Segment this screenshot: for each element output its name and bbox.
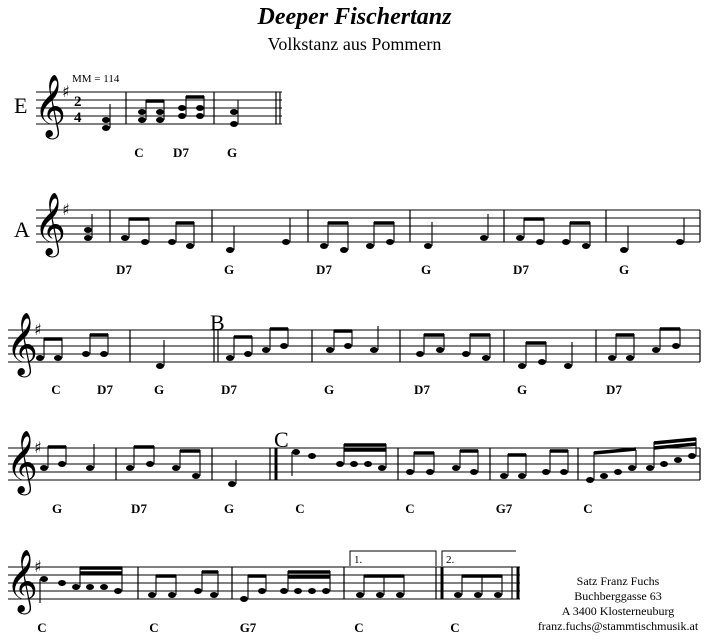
time-signature-bottom: 4 — [74, 110, 82, 126]
chord-symbol: D7 — [414, 382, 430, 397]
second-ending-label: 2. — [446, 554, 455, 566]
chord-symbol: G — [223, 501, 235, 516]
chord-symbol: C — [51, 382, 61, 397]
chord-symbol: G — [516, 382, 528, 397]
chord-symbol: G — [226, 145, 238, 160]
tempo-marking: MM = 114 — [72, 73, 120, 85]
staff-line-3 — [8, 329, 700, 363]
time-signature-top: 2 — [74, 94, 82, 110]
chord-symbol: G — [153, 382, 165, 397]
chord-symbol: G — [323, 382, 335, 397]
sharp-icon: ♯ — [34, 320, 42, 339]
chord-symbol: C — [450, 620, 460, 635]
credits-street: Buchberggasse 63 — [574, 589, 662, 603]
credits-city: A 3400 Klosterneuburg — [561, 604, 675, 618]
sharp-icon: ♯ — [34, 438, 42, 457]
chord-symbol: D7 — [116, 262, 132, 277]
staff-line-1 — [36, 91, 282, 125]
chord-symbol: C — [405, 501, 415, 516]
credits-email: franz.fuchs@stammtischmusik.at — [537, 619, 699, 633]
first-ending-label: 1. — [354, 554, 363, 566]
chord-symbol: D7 — [606, 382, 622, 397]
credits-arranger: Satz Franz Fuchs — [576, 574, 660, 588]
chord-symbol: D7 — [97, 382, 113, 397]
chord-symbol: C — [583, 501, 593, 516]
chord-symbol: G7 — [239, 620, 257, 635]
notes-line-5 — [39, 566, 503, 603]
chord-symbol: C — [37, 620, 47, 635]
treble-clef-icon: 𝄞 — [6, 430, 38, 496]
page-title: Deeper Fischertanz — [257, 4, 452, 30]
section-label-c: C — [274, 427, 289, 452]
staff-line-2 — [36, 209, 700, 243]
chord-symbol: D7 — [221, 382, 237, 397]
chord-symbol: G — [420, 262, 432, 277]
treble-clef-icon: 𝄞 — [34, 192, 66, 258]
sharp-icon: ♯ — [34, 557, 42, 576]
section-label-b: B — [210, 310, 225, 335]
section-label-a: A — [14, 217, 30, 242]
chord-symbol: C — [295, 501, 305, 516]
staff-line-4 — [8, 447, 700, 481]
chord-symbol: G — [51, 501, 63, 516]
chord-symbol: C — [354, 620, 364, 635]
chord-symbol: D7 — [513, 262, 529, 277]
sharp-icon: ♯ — [62, 200, 70, 219]
chord-symbol: D7 — [131, 501, 147, 516]
chord-symbol: C — [149, 620, 159, 635]
chord-symbol: D7 — [173, 145, 189, 160]
notes-line-1 — [102, 95, 239, 131]
second-ending-bracket — [441, 550, 516, 566]
credits-block: Satz Franz Fuchs Buchberggasse 63 A 3400… — [528, 574, 708, 634]
notes-line-3 — [36, 326, 681, 369]
notes-line-4 — [40, 437, 697, 487]
chord-symbol: G — [223, 262, 235, 277]
sharp-icon: ♯ — [62, 82, 70, 101]
chord-symbol: D7 — [316, 262, 332, 277]
notes-line-2 — [84, 214, 685, 253]
treble-clef-icon: 𝄞 — [6, 549, 38, 615]
treble-clef-icon: 𝄞 — [34, 74, 66, 140]
chord-symbol: C — [134, 145, 144, 160]
chord-symbol: G — [618, 262, 630, 277]
page-subtitle: Volkstanz aus Pommern — [267, 34, 442, 54]
treble-clef-icon: 𝄞 — [6, 312, 38, 378]
section-label-e: E — [14, 93, 28, 118]
chord-symbol: G7 — [495, 501, 513, 516]
first-ending-bracket — [349, 550, 437, 566]
